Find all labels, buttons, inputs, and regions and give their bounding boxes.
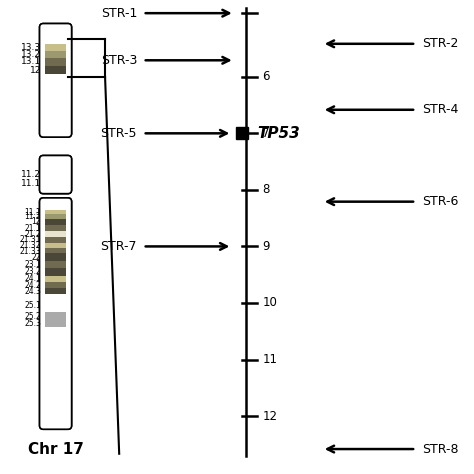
Bar	[45, 51, 66, 58]
Text: 11: 11	[263, 353, 277, 366]
Text: Chr 17: Chr 17	[27, 442, 83, 457]
FancyBboxPatch shape	[39, 198, 72, 429]
Text: 23.2: 23.2	[24, 267, 41, 276]
Text: 12: 12	[263, 410, 277, 422]
Text: 23.1: 23.1	[24, 260, 41, 269]
Text: 12: 12	[31, 218, 41, 227]
Bar	[45, 44, 66, 51]
Text: STR-8: STR-8	[422, 443, 458, 456]
Bar	[45, 231, 66, 237]
Text: 13.3: 13.3	[21, 43, 41, 52]
Text: STR-2: STR-2	[422, 37, 458, 50]
Text: STR-3: STR-3	[101, 54, 137, 67]
Text: 21.31: 21.31	[19, 235, 41, 244]
Text: STR-5: STR-5	[100, 127, 137, 140]
Text: 21.2: 21.2	[24, 230, 41, 239]
Bar	[45, 298, 66, 312]
Text: STR-4: STR-4	[422, 103, 458, 116]
FancyBboxPatch shape	[39, 198, 72, 429]
Bar	[45, 225, 66, 231]
Bar	[45, 237, 66, 243]
Text: 8: 8	[263, 183, 270, 196]
Text: 21.1: 21.1	[24, 224, 41, 233]
FancyBboxPatch shape	[39, 155, 72, 194]
Text: 24.3: 24.3	[24, 287, 41, 296]
Text: STR-7: STR-7	[100, 240, 137, 253]
Text: 24.2: 24.2	[24, 281, 41, 290]
Bar	[45, 268, 66, 276]
Text: 10: 10	[263, 296, 277, 310]
Bar	[45, 210, 66, 214]
FancyBboxPatch shape	[39, 24, 72, 137]
Text: 21.32: 21.32	[19, 241, 41, 250]
Text: 21.33: 21.33	[19, 246, 41, 255]
Bar	[45, 219, 66, 225]
Bar	[45, 288, 66, 294]
Text: 7: 7	[263, 127, 270, 140]
Bar	[45, 312, 66, 319]
Text: 25.3: 25.3	[24, 319, 41, 328]
Bar	[45, 243, 66, 248]
Bar	[45, 261, 66, 268]
Bar	[45, 58, 66, 66]
Text: 11.1: 11.1	[24, 208, 41, 217]
Text: 12: 12	[29, 66, 41, 75]
Text: 11.1: 11.1	[21, 179, 41, 188]
Text: 25.2: 25.2	[24, 312, 41, 321]
FancyBboxPatch shape	[39, 155, 72, 194]
Text: 13.2: 13.2	[21, 50, 41, 59]
FancyBboxPatch shape	[39, 24, 72, 137]
Text: STR-6: STR-6	[422, 195, 458, 208]
Text: 25.1: 25.1	[24, 301, 41, 310]
Text: STR-1: STR-1	[101, 7, 137, 19]
Bar	[45, 248, 66, 254]
Text: 24.1: 24.1	[24, 274, 41, 283]
Bar	[45, 276, 66, 282]
Text: 11.2: 11.2	[21, 170, 41, 179]
Text: 9: 9	[263, 240, 270, 253]
Text: TP53: TP53	[257, 126, 300, 141]
Text: 11.2: 11.2	[24, 212, 41, 221]
Bar	[45, 282, 66, 288]
Bar	[45, 319, 66, 327]
Bar	[45, 254, 66, 261]
Text: 22: 22	[31, 253, 41, 262]
Bar	[45, 214, 66, 219]
Bar	[45, 66, 66, 74]
Text: 6: 6	[263, 70, 270, 83]
Text: 13.1: 13.1	[21, 57, 41, 66]
